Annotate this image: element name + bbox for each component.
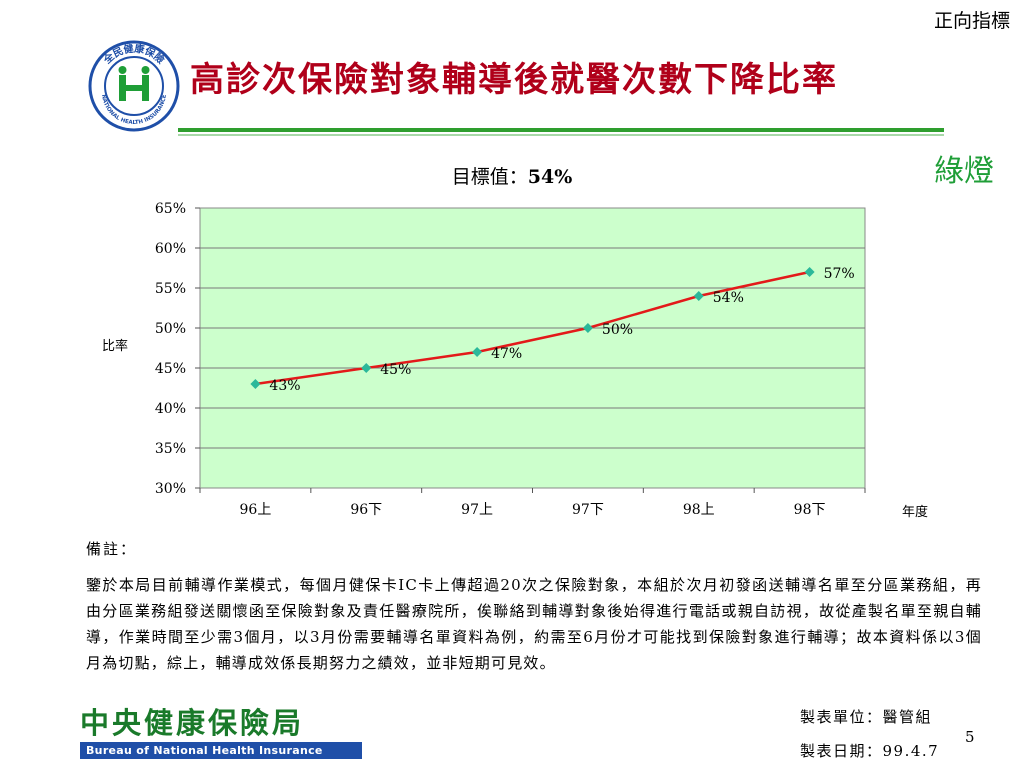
data-label: 47% [491, 346, 522, 362]
x-tick-label: 96下 [350, 502, 382, 518]
x-axis-label: 年度 [902, 504, 928, 520]
x-tick-label: 98上 [683, 502, 715, 518]
made-date: 製表日期：99.4.7 [800, 742, 940, 760]
y-tick-label: 60% [155, 241, 186, 257]
bureau-logo: 中央健康保險局 Bureau of National Health Insura… [80, 706, 370, 759]
data-point [250, 379, 261, 389]
data-label: 54% [713, 290, 744, 306]
data-point [804, 267, 815, 277]
series-line [255, 270, 810, 386]
y-tick-label: 35% [155, 441, 186, 457]
line-chart: 30% 35% 40% 45% 50% 55% 60% 65% 96上 96下 97上 97下 98上 9… [102, 201, 928, 520]
bureau-name-en: Bureau of National Health Insurance [80, 742, 362, 759]
indicator-type-label: 正向指標 [933, 10, 1010, 32]
target-number: 54% [527, 166, 573, 188]
y-axis-label: 比率 [102, 338, 128, 354]
notes-body: 鑒於本局目前輔導作業模式，每個月健保卡IC卡上傳超過20次之保險對象，本組於次月… [86, 576, 982, 672]
y-tick-label: 50% [155, 321, 186, 337]
x-tick-label: 96上 [240, 502, 272, 518]
x-tick-label: 97下 [572, 502, 604, 518]
target-label: 目標值： [451, 166, 528, 188]
notes-title: 備註： [86, 540, 138, 558]
y-tick-label: 55% [155, 281, 186, 297]
data-point [361, 363, 372, 373]
y-tick-label: 30% [155, 481, 186, 497]
status-light-label: 綠燈 [934, 154, 994, 189]
title-divider [178, 128, 944, 132]
maker-unit: 製表單位：醫管組 [800, 708, 933, 726]
page-number: 5 [965, 728, 975, 746]
nhi-logo: 全民健康保險 NATIONAL HEALTH INSURANCE [88, 40, 180, 132]
data-label: 57% [824, 266, 855, 282]
y-tick-label: 40% [155, 401, 186, 417]
data-label: 50% [602, 322, 633, 338]
x-tick-label: 98下 [794, 502, 826, 518]
page-title: 高診次保險對象輔導後就醫次數下降比率 [190, 60, 838, 100]
x-tick-label: 97上 [461, 502, 493, 518]
y-tick-label: 45% [155, 361, 186, 377]
data-point [472, 347, 483, 357]
bureau-name-cn: 中央健康保險局 [80, 706, 305, 740]
data-point [582, 323, 593, 333]
data-label: 43% [269, 378, 300, 394]
title-divider-light [178, 134, 944, 136]
y-tick-label: 65% [155, 201, 186, 217]
data-point [693, 291, 704, 301]
data-label: 45% [380, 362, 411, 378]
plot-area [199, 207, 866, 489]
target-value: 目標值：54% [0, 162, 1024, 189]
